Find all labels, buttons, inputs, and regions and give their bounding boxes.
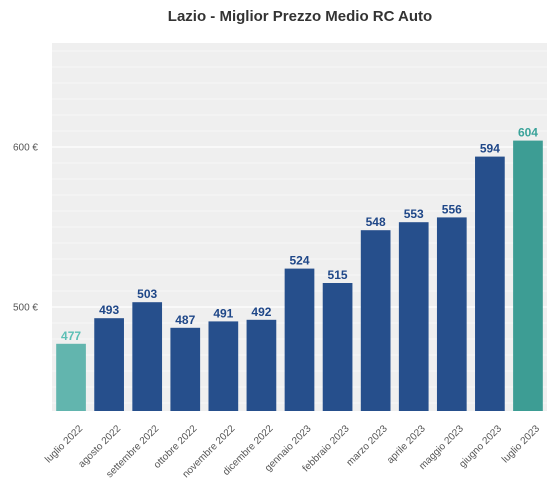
bar: [170, 327, 201, 411]
value-label: 503: [137, 287, 157, 301]
value-label: 477: [61, 329, 81, 343]
y-axis: 500 € 600 €: [13, 143, 38, 314]
bar: [322, 283, 353, 411]
bar: [132, 302, 163, 411]
bar: [208, 321, 239, 411]
y-tick-label: 500 €: [13, 303, 38, 314]
bar: [94, 318, 124, 411]
x-tick-label: luglio 2023: [500, 423, 542, 465]
bar: [360, 230, 391, 411]
value-label: 548: [366, 215, 386, 229]
value-label: 556: [442, 202, 462, 216]
value-label: 491: [213, 306, 233, 320]
bar: [475, 156, 505, 411]
value-label: 604: [518, 126, 538, 140]
bar: [513, 140, 543, 411]
bar: [398, 222, 429, 411]
y-tick-label: 600 €: [13, 143, 38, 154]
value-label: 594: [480, 142, 500, 156]
value-label: 487: [175, 313, 195, 327]
bar: [56, 343, 86, 411]
chart-title: Lazio - Miglior Prezzo Medio RC Auto: [167, 8, 433, 25]
value-label: 493: [99, 303, 119, 317]
bars-layer: [56, 140, 543, 411]
value-label: 553: [404, 207, 424, 221]
value-label: 492: [251, 305, 271, 319]
value-label: 524: [289, 254, 309, 268]
bar: [436, 217, 467, 411]
bar: [246, 319, 277, 411]
bar: [284, 268, 315, 411]
value-label: 515: [328, 268, 348, 282]
value-labels-layer: 477 493 503 487 491 492 524 515 548 553 556 594 604: [61, 126, 538, 343]
x-tick-label: marzo 2023: [345, 423, 390, 468]
